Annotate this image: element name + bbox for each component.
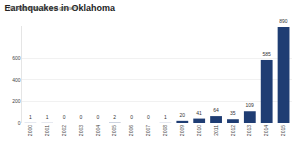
svg-text:890: 890 — [279, 18, 288, 24]
svg-text:35: 35 — [230, 110, 236, 116]
svg-text:0: 0 — [18, 120, 21, 126]
svg-text:1: 1 — [46, 114, 49, 120]
svg-text:109: 109 — [246, 102, 255, 108]
svg-text:0: 0 — [63, 114, 66, 120]
svg-text:2002: 2002 — [61, 125, 67, 136]
svg-text:2003: 2003 — [78, 125, 84, 136]
svg-text:2014: 2014 — [263, 125, 269, 136]
svg-text:Earthquakes of 3.0 magnitude o: Earthquakes of 3.0 magnitude or greater … — [8, 162, 154, 163]
svg-text:2006: 2006 — [128, 125, 134, 136]
svg-text:0: 0 — [147, 114, 150, 120]
svg-text:(Of Magnitude 3.0 and greater): (Of Magnitude 3.0 and greater) — [8, 5, 77, 11]
svg-text:2004: 2004 — [95, 125, 101, 136]
svg-text:2012: 2012 — [230, 125, 236, 136]
svg-text:2000: 2000 — [27, 125, 33, 136]
svg-text:2005: 2005 — [111, 125, 117, 136]
svg-text:2: 2 — [113, 114, 116, 120]
svg-text:600: 600 — [12, 55, 21, 61]
svg-text:2015: 2015 — [280, 125, 286, 136]
svg-text:41: 41 — [196, 110, 202, 116]
svg-text:1: 1 — [29, 114, 32, 120]
svg-text:20: 20 — [179, 112, 185, 118]
svg-text:64: 64 — [213, 107, 219, 113]
svg-text:0: 0 — [80, 114, 83, 120]
svg-text:0: 0 — [130, 114, 133, 120]
svg-text:2013: 2013 — [246, 125, 252, 136]
svg-text:200: 200 — [12, 98, 21, 104]
svg-text:2010: 2010 — [196, 125, 202, 136]
svg-text:400: 400 — [12, 77, 21, 83]
svg-text:Graph: EcoWatch/ecowatch.com: Graph: EcoWatch/ecowatch.com — [217, 162, 290, 163]
svg-text:2001: 2001 — [44, 125, 50, 136]
svg-text:1: 1 — [164, 114, 167, 120]
svg-text:2007: 2007 — [145, 125, 151, 136]
svg-text:0: 0 — [96, 114, 99, 120]
svg-text:2008: 2008 — [162, 125, 168, 136]
svg-text:2011: 2011 — [213, 125, 219, 136]
svg-text:Earthquakes in Oklahoma: Earthquakes in Oklahoma — [5, 3, 117, 13]
svg-text:2009: 2009 — [179, 125, 185, 136]
svg-text:585: 585 — [262, 51, 271, 57]
